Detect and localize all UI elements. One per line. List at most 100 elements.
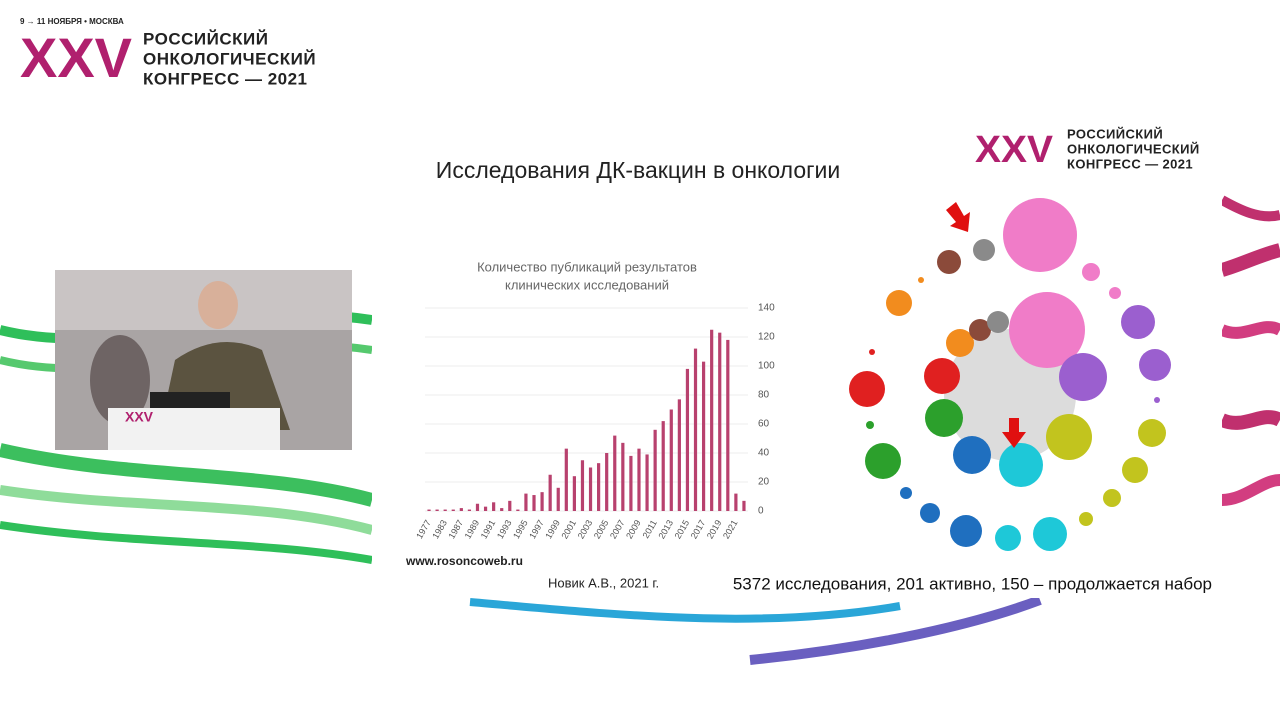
event-logo: XXV xyxy=(20,26,132,89)
bubble xyxy=(1059,353,1107,401)
slide-logo-line: РОССИЙСКИЙ xyxy=(1067,126,1163,141)
bubble xyxy=(1009,292,1085,368)
bubble xyxy=(886,290,912,316)
event-date: 9 → 11 НОЯБРЯ • МОСКВА xyxy=(20,17,124,26)
bubble xyxy=(924,358,960,394)
bar xyxy=(669,409,673,511)
summary: 5372 исследования, 201 активно, 150 – пр… xyxy=(733,574,1212,593)
bubble xyxy=(866,421,874,429)
bubble xyxy=(950,515,982,547)
bar xyxy=(718,332,722,511)
bar xyxy=(524,493,528,511)
bar xyxy=(459,508,463,511)
bubble xyxy=(1103,489,1121,507)
bubble xyxy=(920,503,940,523)
bar xyxy=(693,348,698,511)
bubble xyxy=(1139,349,1171,381)
bubble xyxy=(973,239,995,261)
author: Новик А.В., 2021 г. xyxy=(548,575,659,590)
background-waves xyxy=(0,195,1280,665)
y-tick-label: 100 xyxy=(758,361,775,372)
bubble xyxy=(995,525,1021,551)
bar xyxy=(645,454,649,511)
bubble xyxy=(1079,512,1093,526)
bar xyxy=(475,503,480,511)
bar xyxy=(597,463,601,511)
bar xyxy=(734,493,738,511)
bar xyxy=(492,502,496,511)
bubble xyxy=(946,329,974,357)
y-tick-label: 40 xyxy=(758,448,770,459)
slide-logo-line: КОНГРЕСС — 2021 xyxy=(1067,156,1193,171)
bar xyxy=(661,421,665,511)
bar xyxy=(742,500,746,511)
bar xyxy=(540,492,544,511)
logo-line: РОССИЙСКИЙ xyxy=(143,29,268,48)
bar xyxy=(572,476,576,511)
bar xyxy=(677,399,681,511)
bar xyxy=(500,508,504,511)
bar xyxy=(564,448,568,511)
bar xyxy=(605,453,609,511)
bubble xyxy=(1082,263,1100,281)
logo-line: ОНКОЛОГИЧЕСКИЙ xyxy=(143,49,316,68)
bar xyxy=(701,361,706,511)
bar xyxy=(653,429,657,511)
bar xyxy=(508,500,512,511)
bar xyxy=(685,368,690,511)
slide-title: Исследования ДК-вакцин в онкологии xyxy=(436,157,840,183)
bar xyxy=(443,509,447,511)
bar xyxy=(427,509,431,511)
speaker-video: XXV xyxy=(55,270,352,450)
chart-title: Количество публикаций результатов xyxy=(477,259,697,274)
bubble xyxy=(987,311,1009,333)
bubble-diagram xyxy=(849,198,1171,551)
bubble xyxy=(1122,457,1148,483)
bar xyxy=(726,339,730,511)
bar xyxy=(532,495,536,511)
slide-logo-line: ОНКОЛОГИЧЕСКИЙ xyxy=(1067,141,1200,156)
bubble xyxy=(925,399,963,437)
bar xyxy=(621,442,625,511)
bar xyxy=(435,509,439,511)
bubble xyxy=(1109,287,1121,299)
y-tick-label: 60 xyxy=(758,419,770,430)
red-arrow xyxy=(946,202,970,232)
svg-text:XXV: XXV xyxy=(125,409,154,425)
bubble xyxy=(1121,305,1155,339)
website: www.rosoncoweb.ru xyxy=(405,554,523,568)
logo-line: КОНГРЕСС — 2021 xyxy=(143,69,308,88)
red-arrow xyxy=(1002,418,1026,448)
bar xyxy=(613,435,617,511)
y-tick-label: 140 xyxy=(758,303,775,314)
y-tick-label: 20 xyxy=(758,477,770,488)
bubble xyxy=(999,443,1043,487)
bar xyxy=(588,467,593,511)
bubble xyxy=(869,349,875,355)
bubble xyxy=(1154,397,1160,403)
bar xyxy=(483,506,488,511)
bubble xyxy=(918,277,924,283)
y-tick-label: 80 xyxy=(758,390,770,401)
bar xyxy=(451,509,455,511)
bar xyxy=(629,455,633,511)
bar xyxy=(556,487,560,511)
y-tick-label: 0 xyxy=(758,506,764,517)
bar xyxy=(516,509,520,511)
y-tick-label: 120 xyxy=(758,332,775,343)
bubble xyxy=(953,436,991,474)
bubble xyxy=(969,319,991,341)
chart-title: клинических исследований xyxy=(505,277,669,292)
bubble xyxy=(1046,414,1092,460)
bubble xyxy=(1003,198,1077,272)
bubble xyxy=(937,250,961,274)
bar xyxy=(637,448,641,511)
bar xyxy=(467,509,472,511)
bubble xyxy=(900,487,912,499)
bubble xyxy=(1138,419,1166,447)
slide-logo: XXV xyxy=(975,129,1054,171)
bubble xyxy=(849,371,885,407)
